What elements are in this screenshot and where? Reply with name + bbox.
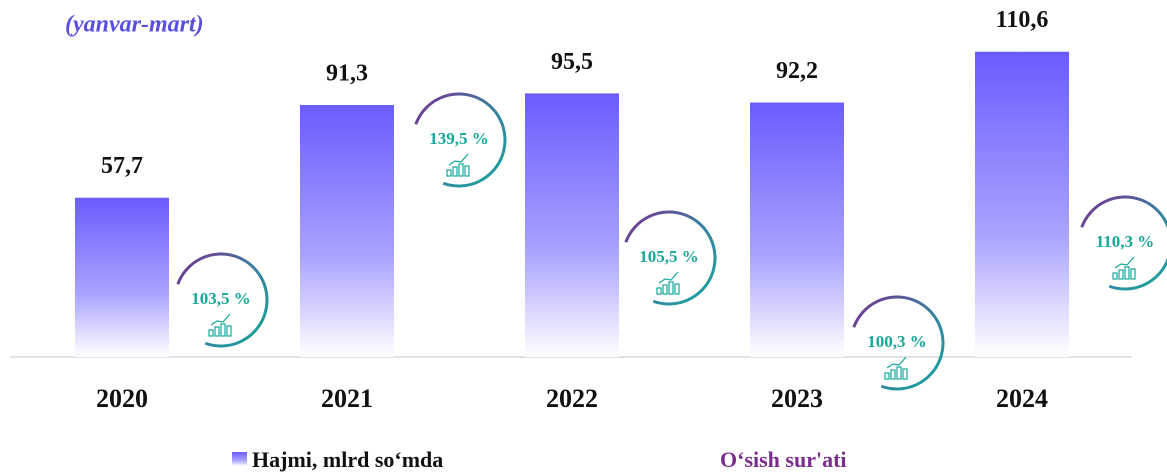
growth-arc	[176, 252, 269, 348]
value-label: 92,2	[776, 58, 818, 84]
bar	[975, 51, 1069, 358]
icon-bar	[890, 369, 896, 380]
growth-label: 103,5 %	[191, 289, 251, 308]
x-tick-label: 2021	[321, 384, 373, 413]
icon-bar	[884, 372, 890, 380]
icon-bar	[1118, 269, 1124, 280]
icon-bar	[1124, 266, 1130, 280]
growth-arc	[624, 210, 717, 306]
icon-line	[886, 356, 907, 369]
x-tick-label: 2022	[546, 384, 598, 413]
icon-bar	[208, 329, 214, 337]
icon-bar	[902, 368, 908, 380]
icon-line	[1114, 256, 1135, 269]
chart-icon	[1112, 256, 1136, 280]
growth-arc	[414, 92, 507, 188]
growth-label: 100,3 %	[867, 332, 927, 351]
legend-swatch	[232, 452, 247, 466]
legend-label: O‘sish sur'ati	[720, 447, 847, 472]
subtitle: (yanvar-mart)	[65, 12, 204, 38]
icon-line	[210, 313, 231, 326]
growth-label: 105,5 %	[639, 247, 699, 266]
x-tick-label: 2023	[771, 384, 823, 413]
icon-bar	[656, 287, 662, 295]
icon-bar	[220, 323, 226, 337]
legend-label: Hajmi, mlrd so‘mda	[252, 447, 443, 472]
value-label: 57,7	[101, 153, 143, 179]
icon-bar	[896, 366, 902, 380]
icon-bar	[674, 283, 680, 295]
growth-badge: 103,5 %	[176, 252, 269, 348]
icon-bar	[668, 281, 674, 295]
growth-label: 139,5 %	[429, 129, 489, 148]
x-tick-label: 2020	[96, 384, 148, 413]
chart-icon	[446, 153, 470, 177]
bar	[75, 197, 169, 357]
growth-arc	[852, 295, 945, 391]
icon-bar	[458, 163, 464, 177]
icon-line	[658, 271, 679, 284]
growth-label: 110,3 %	[1096, 232, 1155, 251]
icon-bar	[1112, 272, 1118, 280]
value-label: 110,6	[996, 7, 1049, 33]
icon-bar	[446, 169, 452, 177]
icon-bar	[662, 284, 668, 295]
icon-line	[448, 153, 469, 166]
icon-bar	[464, 165, 470, 177]
growth-badge: 110,3 %	[1080, 195, 1167, 291]
bar	[525, 93, 619, 358]
icon-bar	[1130, 268, 1136, 280]
bar	[750, 102, 844, 357]
icon-bar	[452, 166, 458, 177]
chart-icon	[884, 356, 908, 380]
icon-bar	[214, 326, 220, 337]
value-label: 95,5	[551, 49, 593, 75]
growth-badge: 100,3 %	[852, 295, 945, 391]
value-label: 91,3	[326, 61, 368, 87]
icon-bar	[226, 325, 232, 337]
bar	[300, 105, 394, 358]
growth-badge: 105,5 %	[624, 210, 717, 306]
chart-icon	[208, 313, 232, 337]
x-tick-label: 2024	[996, 384, 1048, 413]
growth-badge: 139,5 %	[414, 92, 507, 188]
chart-icon	[656, 271, 680, 295]
